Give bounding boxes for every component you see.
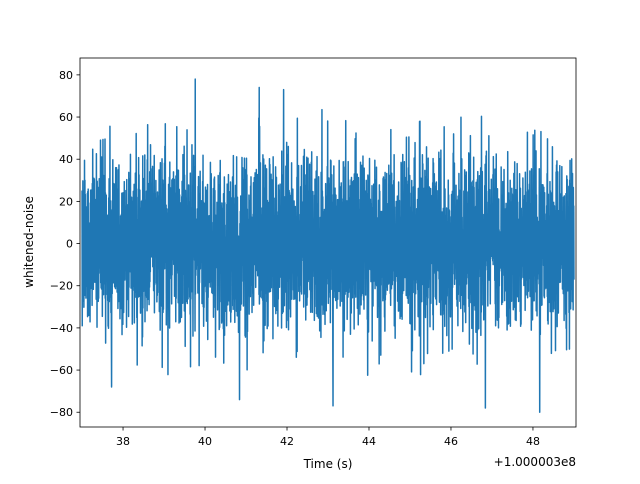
x-axis-label: Time (s) xyxy=(303,457,353,471)
x-tick-label: 46 xyxy=(444,435,458,448)
x-axis-offset-label: +1.000003e8 xyxy=(494,455,576,469)
y-tick-label: −20 xyxy=(50,280,73,293)
axes-frame xyxy=(79,57,577,428)
y-tick-label: −40 xyxy=(50,322,73,335)
series-whitened-noise-line xyxy=(81,78,575,413)
y-tick-label: 40 xyxy=(59,153,73,166)
x-tick-label: 40 xyxy=(198,435,212,448)
plot-area xyxy=(81,78,575,413)
x-axis-ticks: 38 40 42 44 46 48 xyxy=(116,427,540,448)
y-axis-ticks: −80 −60 −40 −20 0 20 40 60 80 xyxy=(50,69,80,419)
y-axis-label: whitened-noise xyxy=(22,196,36,288)
y-tick-label: −60 xyxy=(50,364,73,377)
y-tick-label: −80 xyxy=(50,406,73,419)
x-tick-label: 38 xyxy=(116,435,130,448)
y-tick-label: 60 xyxy=(59,111,73,124)
x-tick-label: 42 xyxy=(280,435,294,448)
y-tick-label: 80 xyxy=(59,69,73,82)
x-tick-label: 48 xyxy=(526,435,540,448)
x-tick-label: 44 xyxy=(362,435,376,448)
y-tick-label: 20 xyxy=(59,195,73,208)
y-tick-label: 0 xyxy=(66,238,73,251)
